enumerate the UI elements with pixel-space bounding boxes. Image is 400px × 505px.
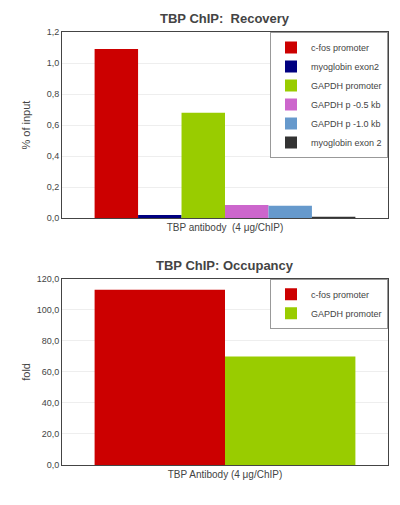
svg-text:myoglobin exon 2: myoglobin exon 2 [311, 138, 382, 148]
svg-text:TBP antibody (4 μg/ChIP): TBP antibody (4 μg/ChIP) [167, 222, 284, 233]
svg-text:fold: fold [20, 363, 32, 381]
svg-text:TBP ChIP: Recovery: TBP ChIP: Recovery [160, 11, 290, 26]
svg-text:% of input: % of input [20, 101, 32, 150]
svg-text:GAPDH p -0.5 kb: GAPDH p -0.5 kb [311, 100, 381, 110]
svg-text:GAPDH promoter: GAPDH promoter [311, 81, 382, 91]
svg-text:100,0: 100,0 [37, 305, 60, 315]
svg-text:0,0: 0,0 [47, 460, 60, 470]
svg-text:80,0: 80,0 [42, 336, 60, 346]
svg-text:60,0: 60,0 [42, 367, 60, 377]
svg-text:GAPDH p -1.0 kb: GAPDH p -1.0 kb [311, 119, 381, 129]
svg-text:c-fos promoter: c-fos promoter [311, 290, 369, 300]
svg-text:0,8: 0,8 [47, 89, 60, 99]
svg-text:0,0: 0,0 [47, 213, 60, 223]
svg-text:20,0: 20,0 [42, 429, 60, 439]
svg-text:TBP Antibody (4 μg/ChIP): TBP Antibody (4 μg/ChIP) [168, 469, 283, 480]
svg-text:GAPDH promoter: GAPDH promoter [311, 309, 382, 319]
svg-text:1,0: 1,0 [47, 58, 60, 68]
svg-text:120,0: 120,0 [37, 274, 60, 284]
svg-text:1,2: 1,2 [47, 27, 60, 37]
svg-text:0,4: 0,4 [47, 151, 60, 161]
svg-text:40,0: 40,0 [42, 398, 60, 408]
svg-text:0,2: 0,2 [47, 182, 60, 192]
svg-text:0,6: 0,6 [47, 120, 60, 130]
svg-text:TBP ChIP: Occupancy: TBP ChIP: Occupancy [156, 258, 294, 273]
svg-text:c-fos promoter: c-fos promoter [311, 43, 369, 53]
svg-text:myoglobin exon2: myoglobin exon2 [311, 62, 379, 72]
